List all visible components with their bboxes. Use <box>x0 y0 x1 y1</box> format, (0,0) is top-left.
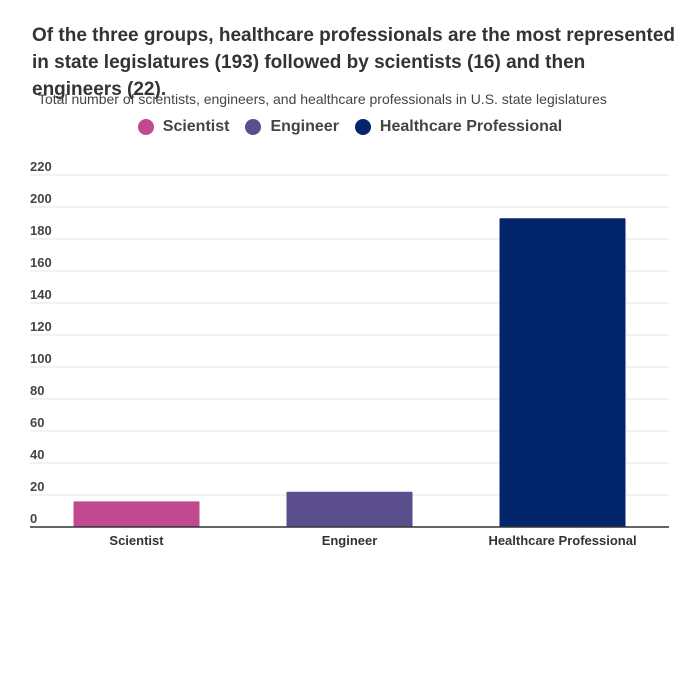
chart-subtitle: Total number of scientists, engineers, a… <box>38 91 607 107</box>
legend-label-engineer: Engineer <box>270 118 339 135</box>
y-tick-label-80: 80 <box>30 383 44 398</box>
x-tick-label-engineer: Engineer <box>322 533 378 548</box>
chart-legend: Scientist Engineer Healthcare Profession… <box>0 118 700 136</box>
y-tick-label-60: 60 <box>30 415 44 430</box>
legend-swatch-engineer <box>245 119 262 135</box>
legend-item-healthcare-professional: Healthcare Professional <box>354 118 563 136</box>
legend-label-healthcare-professional: Healthcare Professional <box>379 118 563 135</box>
y-tick-label-120: 120 <box>30 319 52 334</box>
y-tick-label-220: 220 <box>30 159 52 174</box>
y-tick-label-140: 140 <box>30 287 52 302</box>
legend-swatch-healthcare-professional <box>354 119 371 135</box>
x-tick-label-scientist: Scientist <box>109 533 164 548</box>
y-tick-label-100: 100 <box>30 351 52 366</box>
y-tick-label-40: 40 <box>30 447 44 462</box>
legend-item-scientist: Scientist <box>137 118 230 136</box>
legend-item-engineer: Engineer <box>245 118 339 136</box>
y-tick-label-20: 20 <box>30 479 44 494</box>
bar-healthcare-professional <box>499 218 626 527</box>
bar-engineer <box>286 491 413 527</box>
bar-scientist <box>73 501 200 527</box>
legend-label-scientist: Scientist <box>162 118 230 135</box>
y-tick-label-180: 180 <box>30 223 52 238</box>
y-tick-label-200: 200 <box>30 191 52 206</box>
chart-title: Of the three groups, healthcare professi… <box>32 25 676 100</box>
x-tick-label-healthcare-professional: Healthcare Professional <box>488 533 636 548</box>
legend-swatch-scientist <box>137 119 154 135</box>
y-tick-label-160: 160 <box>30 255 52 270</box>
y-tick-label-0: 0 <box>30 511 37 526</box>
